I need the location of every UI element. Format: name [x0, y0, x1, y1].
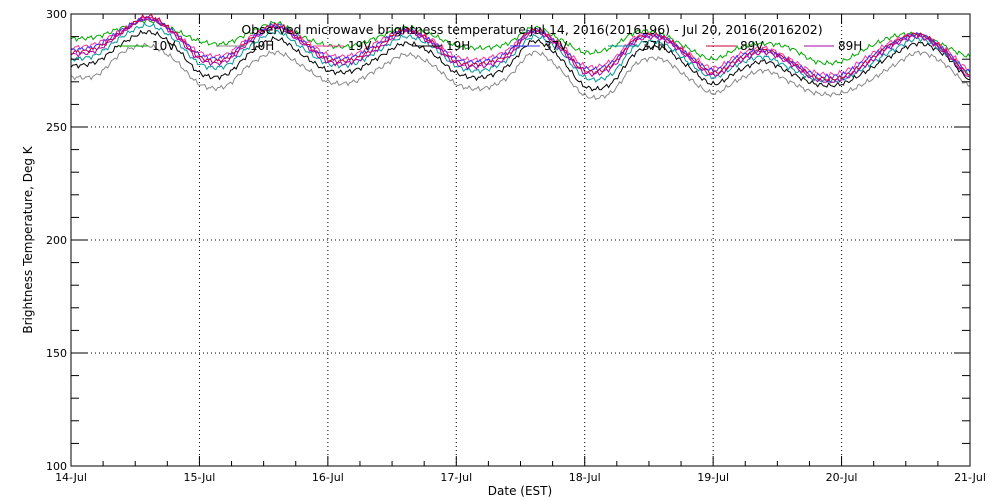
series-lines — [70, 13, 971, 101]
axis-ticks — [70, 13, 971, 467]
series-line-10h — [70, 42, 971, 101]
x-tick-label: 14-Jul — [55, 471, 87, 484]
series-line-89h — [70, 15, 971, 83]
series-line-10v — [70, 18, 971, 66]
legend-label-19h: 19H — [446, 39, 470, 53]
legend-label-10h: 10H — [250, 39, 274, 53]
y-tick-labels: 100 150 200 250 300 — [46, 8, 67, 473]
chart-title: Observed microwave brightness temperatur… — [241, 22, 822, 37]
y-tick-label: 200 — [46, 234, 67, 247]
legend-label-89h: 89H — [838, 39, 862, 53]
x-tick-label: 18-Jul — [569, 471, 601, 484]
legend-label-37v: 37V — [544, 39, 568, 53]
legend-label-10v: 10V — [152, 39, 176, 53]
x-tick-label: 20-Jul — [826, 471, 858, 484]
x-tick-label: 21-Jul — [954, 471, 986, 484]
x-axis-title: Date (EST) — [488, 484, 552, 498]
y-tick-label: 250 — [46, 121, 67, 134]
legend-label-19v: 19V — [348, 39, 372, 53]
y-tick-label: 100 — [46, 460, 67, 473]
x-tick-label: 17-Jul — [440, 471, 472, 484]
x-tick-label: 19-Jul — [697, 471, 729, 484]
x-tick-label: 15-Jul — [183, 471, 215, 484]
grid-lines — [71, 14, 970, 466]
series-line-37v — [70, 15, 971, 80]
series-line-19h — [70, 29, 970, 92]
y-tick-label: 150 — [46, 347, 67, 360]
legend: 10V 10H 19V 19H 37V 37H 89V 89H — [118, 39, 862, 53]
legend-label-89v: 89V — [740, 39, 764, 53]
y-tick-label: 300 — [46, 8, 67, 21]
plot-background — [71, 14, 970, 466]
y-axis-title: Brightness Temperature, Deg K — [21, 145, 35, 333]
x-tick-labels: 14-Jul 15-Jul 16-Jul 17-Jul 18-Jul 19-Jul 20-J… — [55, 471, 986, 484]
x-tick-label: 16-Jul — [312, 471, 344, 484]
legend-label-37h: 37H — [642, 39, 666, 53]
